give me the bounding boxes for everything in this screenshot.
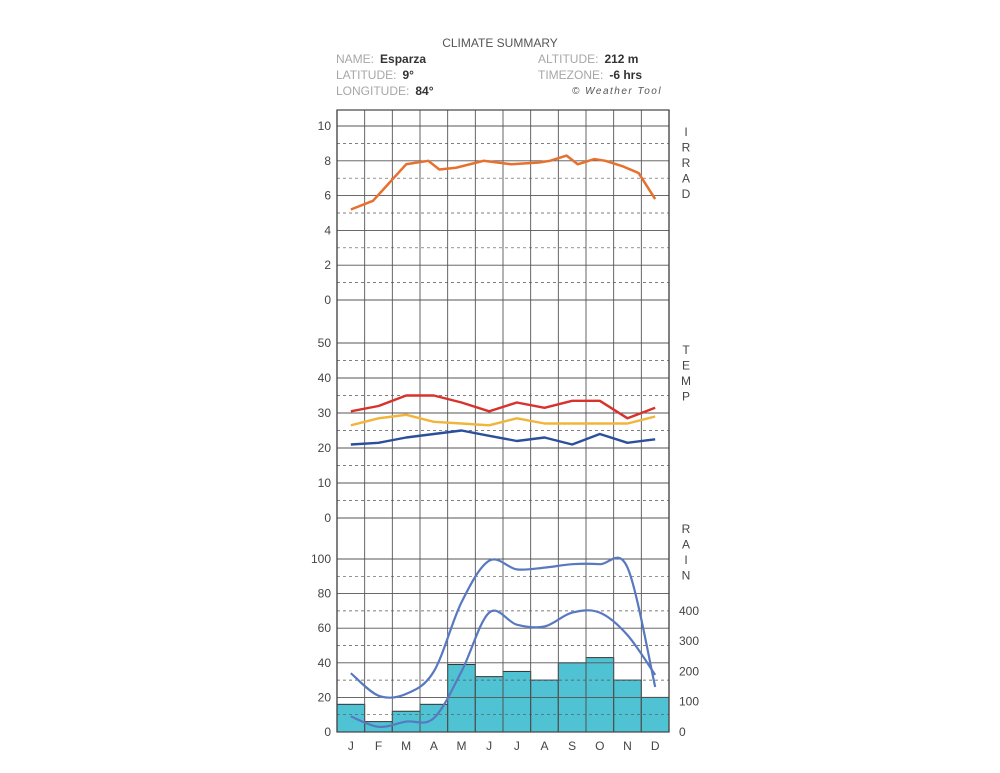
- rain-upper-line: [350, 556, 657, 699]
- timezone-value: -6 hrs: [609, 68, 643, 82]
- y-tick-label: 100: [311, 552, 331, 566]
- month-label: M: [401, 739, 411, 753]
- rain-lower-line: [350, 609, 657, 728]
- panel-label-letter: P: [682, 390, 690, 404]
- panel-label-letter: R: [682, 141, 691, 155]
- latitude-row: LATITUDE: 9°: [336, 68, 414, 82]
- month-label: D: [651, 739, 660, 753]
- temp-mean-line: [350, 413, 656, 427]
- altitude-label: ALTITUDE:: [538, 52, 599, 66]
- y-tick-label: 2: [324, 258, 331, 272]
- rain-right-tick-label: 200: [679, 664, 699, 678]
- panel-label-letter: I: [684, 125, 687, 139]
- panel-label-letter: R: [682, 156, 691, 170]
- month-label: M: [457, 739, 467, 753]
- rain-bar: [585, 657, 615, 733]
- panel-label-letter: I: [684, 553, 687, 567]
- chart-title: CLIMATE SUMMARY: [442, 36, 558, 50]
- panel-label-letter: R: [682, 522, 691, 536]
- y-tick-label: 0: [324, 511, 331, 525]
- panel-label-letter: T: [682, 343, 690, 357]
- y-tick-label: 4: [324, 223, 331, 237]
- month-label: J: [348, 739, 354, 753]
- rain-bar: [502, 670, 532, 733]
- longitude-label: LONGITUDE:: [336, 84, 410, 98]
- rain-right-tick-label: 300: [679, 634, 699, 648]
- y-tick-label: 20: [318, 690, 332, 704]
- y-tick-label: 0: [324, 725, 331, 739]
- month-label: N: [623, 739, 632, 753]
- month-label: J: [486, 739, 492, 753]
- longitude-value: 84°: [415, 84, 434, 98]
- temp-min-line: [350, 429, 656, 446]
- chart-border: [336, 109, 670, 733]
- month-label: A: [540, 739, 548, 753]
- name-value: Esparza: [380, 52, 427, 66]
- name-row: NAME: Esparza: [336, 52, 426, 66]
- panel-label-letter: E: [682, 359, 690, 373]
- latitude-value: 9°: [402, 68, 414, 82]
- rain-bar: [474, 676, 504, 733]
- altitude-value: 212 m: [604, 52, 639, 66]
- longitude-row: LONGITUDE: 84°: [336, 84, 434, 98]
- y-tick-label: 40: [318, 656, 332, 670]
- y-tick-label: 0: [324, 293, 331, 307]
- y-tick-label: 10: [318, 119, 332, 133]
- y-tick-label: 10: [318, 476, 332, 490]
- rain-bar: [336, 703, 366, 733]
- temp-max-line: [350, 394, 656, 420]
- rain-bar: [447, 664, 476, 733]
- credit-text: © Weather Tool: [572, 86, 663, 97]
- month-label: S: [568, 739, 576, 753]
- panel-label-letter: A: [682, 538, 690, 552]
- panel-label-letter: D: [682, 187, 691, 201]
- rain-bar: [530, 679, 559, 733]
- latitude-label: LATITUDE:: [336, 68, 397, 82]
- y-tick-label: 80: [318, 587, 332, 601]
- rain-right-tick-label: 0: [679, 725, 686, 739]
- name-label: NAME:: [336, 52, 375, 66]
- altitude-row: ALTITUDE: 212 m: [538, 52, 638, 66]
- timezone-label: TIMEZONE:: [538, 68, 604, 82]
- month-label: O: [595, 739, 604, 753]
- y-tick-label: 8: [324, 154, 331, 168]
- timezone-row: TIMEZONE: -6 hrs: [538, 68, 642, 82]
- rain-right-tick-label: 400: [679, 604, 699, 618]
- y-tick-label: 20: [318, 441, 332, 455]
- irradiation-line: [350, 154, 657, 211]
- panel-label-letter: N: [682, 569, 691, 583]
- y-tick-label: 6: [324, 189, 331, 203]
- rain-right-tick-label: 100: [679, 695, 699, 709]
- y-tick-label: 30: [318, 406, 332, 420]
- y-tick-label: 50: [318, 336, 332, 350]
- rain-bar: [613, 679, 642, 733]
- y-tick-label: 60: [318, 621, 332, 635]
- y-tick-label: 40: [318, 371, 332, 385]
- panel-label-letter: M: [681, 374, 691, 388]
- panel-label-letter: A: [682, 172, 690, 186]
- month-label: A: [430, 739, 438, 753]
- month-label: J: [514, 739, 520, 753]
- month-label: F: [375, 739, 382, 753]
